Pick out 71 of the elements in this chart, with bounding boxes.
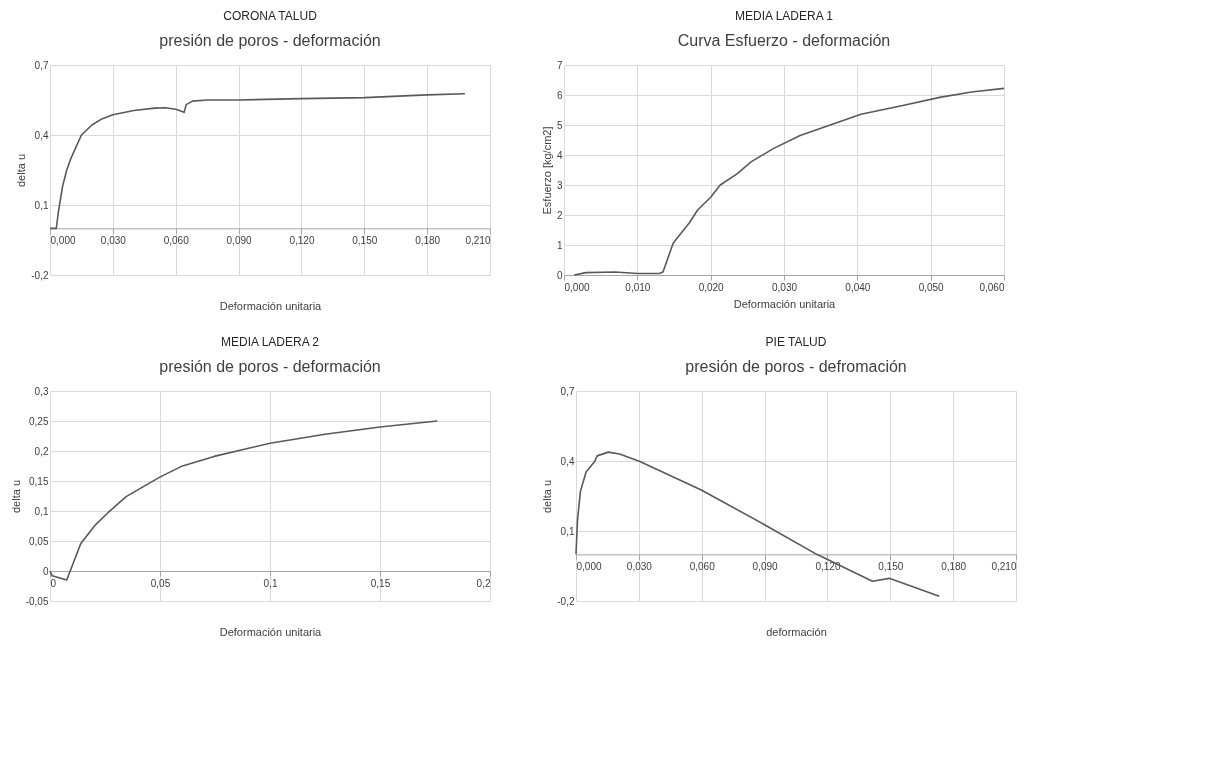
y-tick-label: 0,1 [34,199,49,211]
y-tick-label: 2 [556,209,563,221]
y-tick-label: 0 [556,269,563,281]
x-tick-label: 0,090 [752,560,779,572]
chart-title: MEDIA LADERA 2 [220,335,320,349]
x-tick-label: 0,030 [771,281,798,293]
x-tick-label: 0,1 [263,577,278,589]
y-tick-label: 0,25 [29,415,49,427]
x-axis-title: deformación [766,625,827,638]
chart-title: PIE TALUD [765,335,827,349]
x-tick-label: 0,010 [625,281,651,293]
x-tick-label: 0,15 [370,577,391,589]
x-tick-label: 0,2 [476,577,491,589]
line-series [573,87,1005,276]
line-series [49,420,438,581]
x-tick-label: 0,05 [150,577,171,589]
chart-subtitle: presión de poros - defromación [685,358,907,375]
y-tick-label: -0,2 [557,595,575,607]
x-tick-label: 0,030 [626,560,653,572]
chart-subtitle: presión de poros - deformación [159,32,381,49]
y-tick-label: 0,7 [560,385,575,397]
y-tick-label: 3 [556,179,563,191]
x-tick-label: 0,000 [576,560,602,572]
y-tick-label: -0,05 [25,595,49,607]
x-tick-label: 0,120 [289,234,315,246]
chart-title: CORONA TALUD [223,9,318,23]
y-axis-title: Esfuerzo [kg/cm2] [540,126,553,215]
x-tick-label: 0,000 [564,281,590,293]
x-tick-label: 0,120 [815,560,841,572]
x-tick-label: 0,210 [991,560,1017,572]
y-tick-label: 0,3 [34,385,49,397]
y-tick-label: 0,1 [34,505,49,517]
line-series [575,451,941,598]
x-tick-label: 0,180 [941,560,967,572]
y-tick-label: 0,15 [29,475,49,487]
x-tick-label: 0,050 [918,281,945,293]
y-tick-label: 0,1 [560,525,575,537]
y-tick-label: 1 [556,239,563,251]
x-tick-label: 0,180 [415,234,441,246]
x-tick-label: 0,090 [226,234,253,246]
y-tick-label: 0,4 [560,455,575,467]
y-tick-label: 0,05 [29,535,49,547]
y-axis-title: delta u [15,153,28,188]
y-tick-label: 0,7 [34,59,49,71]
x-axis-title: Deformación unitaria [733,297,837,310]
chart-title: MEDIA LADERA 1 [734,9,834,23]
x-tick-label: 0 [50,577,57,589]
x-axis-title: Deformación unitaria [219,299,323,312]
x-tick-label: 0,150 [352,234,378,246]
x-tick-label: 0,150 [878,560,904,572]
x-tick-label: 0,030 [100,234,127,246]
line-series [49,92,466,230]
y-tick-label: 7 [556,59,563,71]
x-tick-label: 0,040 [845,281,871,293]
y-axis-title: delta u [9,479,22,514]
y-tick-label: 0,4 [34,129,49,141]
chart-subtitle: presión de poros - deformación [159,358,381,375]
x-tick-label: 0,210 [465,234,491,246]
x-tick-label: 0,000 [50,234,76,246]
x-tick-label: 0,060 [689,560,716,572]
x-axis-title: Deformación unitaria [219,625,323,638]
y-tick-label: 0,2 [34,445,49,457]
y-axis-title: delta u [541,479,554,514]
y-tick-label: 5 [556,119,563,131]
x-tick-label: 0,020 [698,281,725,293]
y-tick-label: 6 [556,89,563,101]
y-tick-label: 4 [556,149,563,161]
y-tick-label: -0,2 [31,269,49,281]
x-tick-label: 0,060 [979,281,1005,293]
x-tick-label: 0,060 [163,234,190,246]
chart-subtitle: Curva Esfuerzo - deformación [677,32,891,49]
